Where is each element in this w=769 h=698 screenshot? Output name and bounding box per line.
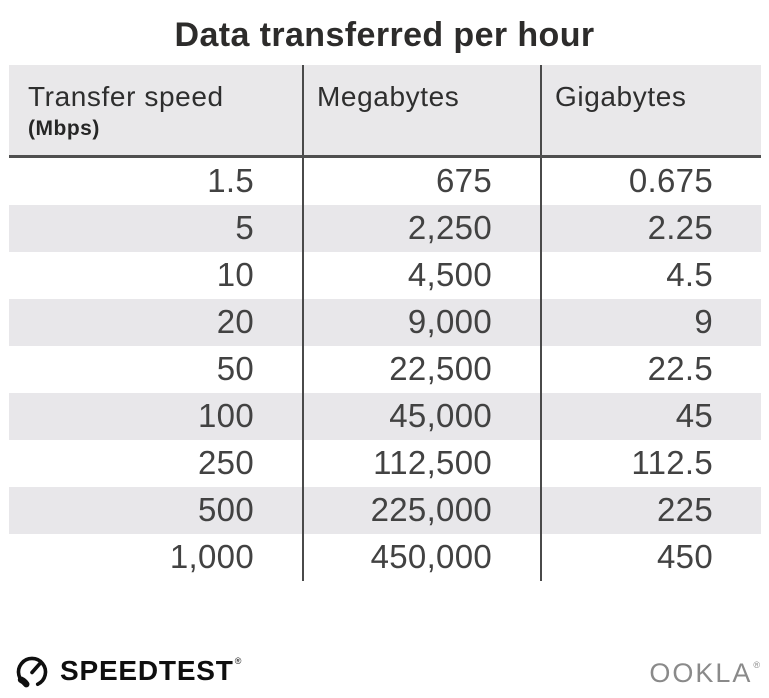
column-header-label: Transfer speed xyxy=(28,81,224,112)
table-body: 1.5 675 0.675 5 2,250 2.25 10 4,500 4.5 20 9,000 9 5… xyxy=(9,158,761,581)
data-table: Transfer speed (Mbps) Megabytes Gigabyte… xyxy=(9,65,761,581)
footer: SPEEDTEST ® OOKLA ® xyxy=(0,648,769,698)
table-cell: 225 xyxy=(540,487,761,534)
speedometer-gauge-icon xyxy=(16,656,48,688)
table-cell: 10 xyxy=(216,256,254,293)
table-cell: 22.5 xyxy=(540,346,761,393)
table-cell: 5 xyxy=(235,209,254,246)
table-row: 1.5 675 0.675 xyxy=(9,158,761,205)
column-header-sublabel: (Mbps) xyxy=(28,117,100,140)
column-header-label: Gigabytes xyxy=(555,81,687,112)
ookla-wordmark: OOKLA xyxy=(649,658,753,688)
table-cell: 4.5 xyxy=(540,252,761,299)
table-cell: 225,000 xyxy=(302,487,540,534)
table-cell: 9,000 xyxy=(302,299,540,346)
table-cell: 22,500 xyxy=(302,346,540,393)
table-cell: 2,250 xyxy=(302,205,540,252)
table-cell: 45,000 xyxy=(302,393,540,440)
table-cell: 450 xyxy=(540,534,761,581)
table-cell: 450,000 xyxy=(302,534,540,581)
table-cell: 50 xyxy=(216,350,254,387)
table-cell: 20 xyxy=(216,303,254,340)
speedtest-wordmark: SPEEDTEST xyxy=(60,655,234,686)
table-cell: 0.675 xyxy=(540,158,761,205)
table-row: 10 4,500 4.5 xyxy=(9,252,761,299)
ookla-logo: OOKLA ® xyxy=(649,658,760,688)
table-cell: 112,500 xyxy=(302,440,540,487)
table-cell: 9 xyxy=(540,299,761,346)
table-row: 100 45,000 45 xyxy=(9,393,761,440)
table-row: 500 225,000 225 xyxy=(9,487,761,534)
table-cell: 100 xyxy=(198,397,254,434)
column-header-transfer-speed: Transfer speed (Mbps) xyxy=(9,65,302,155)
table-header-row: Transfer speed (Mbps) Megabytes Gigabyte… xyxy=(9,65,761,158)
table-cell: 500 xyxy=(198,491,254,528)
column-header-megabytes: Megabytes xyxy=(302,65,540,155)
registered-trademark-icon: ® xyxy=(234,656,242,666)
table-cell: 250 xyxy=(198,444,254,481)
table-cell: 112.5 xyxy=(540,440,761,487)
speedtest-logo: SPEEDTEST ® xyxy=(13,652,242,690)
column-header-label: Megabytes xyxy=(317,81,460,112)
table-row: 50 22,500 22.5 xyxy=(9,346,761,393)
table-cell: 1.5 xyxy=(207,162,254,199)
table-cell: 45 xyxy=(540,393,761,440)
table-cell: 1,000 xyxy=(169,538,254,575)
page-title: Data transferred per hour xyxy=(174,16,595,54)
table-row: 1,000 450,000 450 xyxy=(9,534,761,581)
column-header-gigabytes: Gigabytes xyxy=(540,65,761,155)
table-cell: 2.25 xyxy=(540,205,761,252)
table-cell: 4,500 xyxy=(302,252,540,299)
table-row: 250 112,500 112.5 xyxy=(9,440,761,487)
table-cell: 675 xyxy=(302,158,540,205)
table-row: 20 9,000 9 xyxy=(9,299,761,346)
table-row: 5 2,250 2.25 xyxy=(9,205,761,252)
registered-trademark-icon: ® xyxy=(753,660,760,670)
